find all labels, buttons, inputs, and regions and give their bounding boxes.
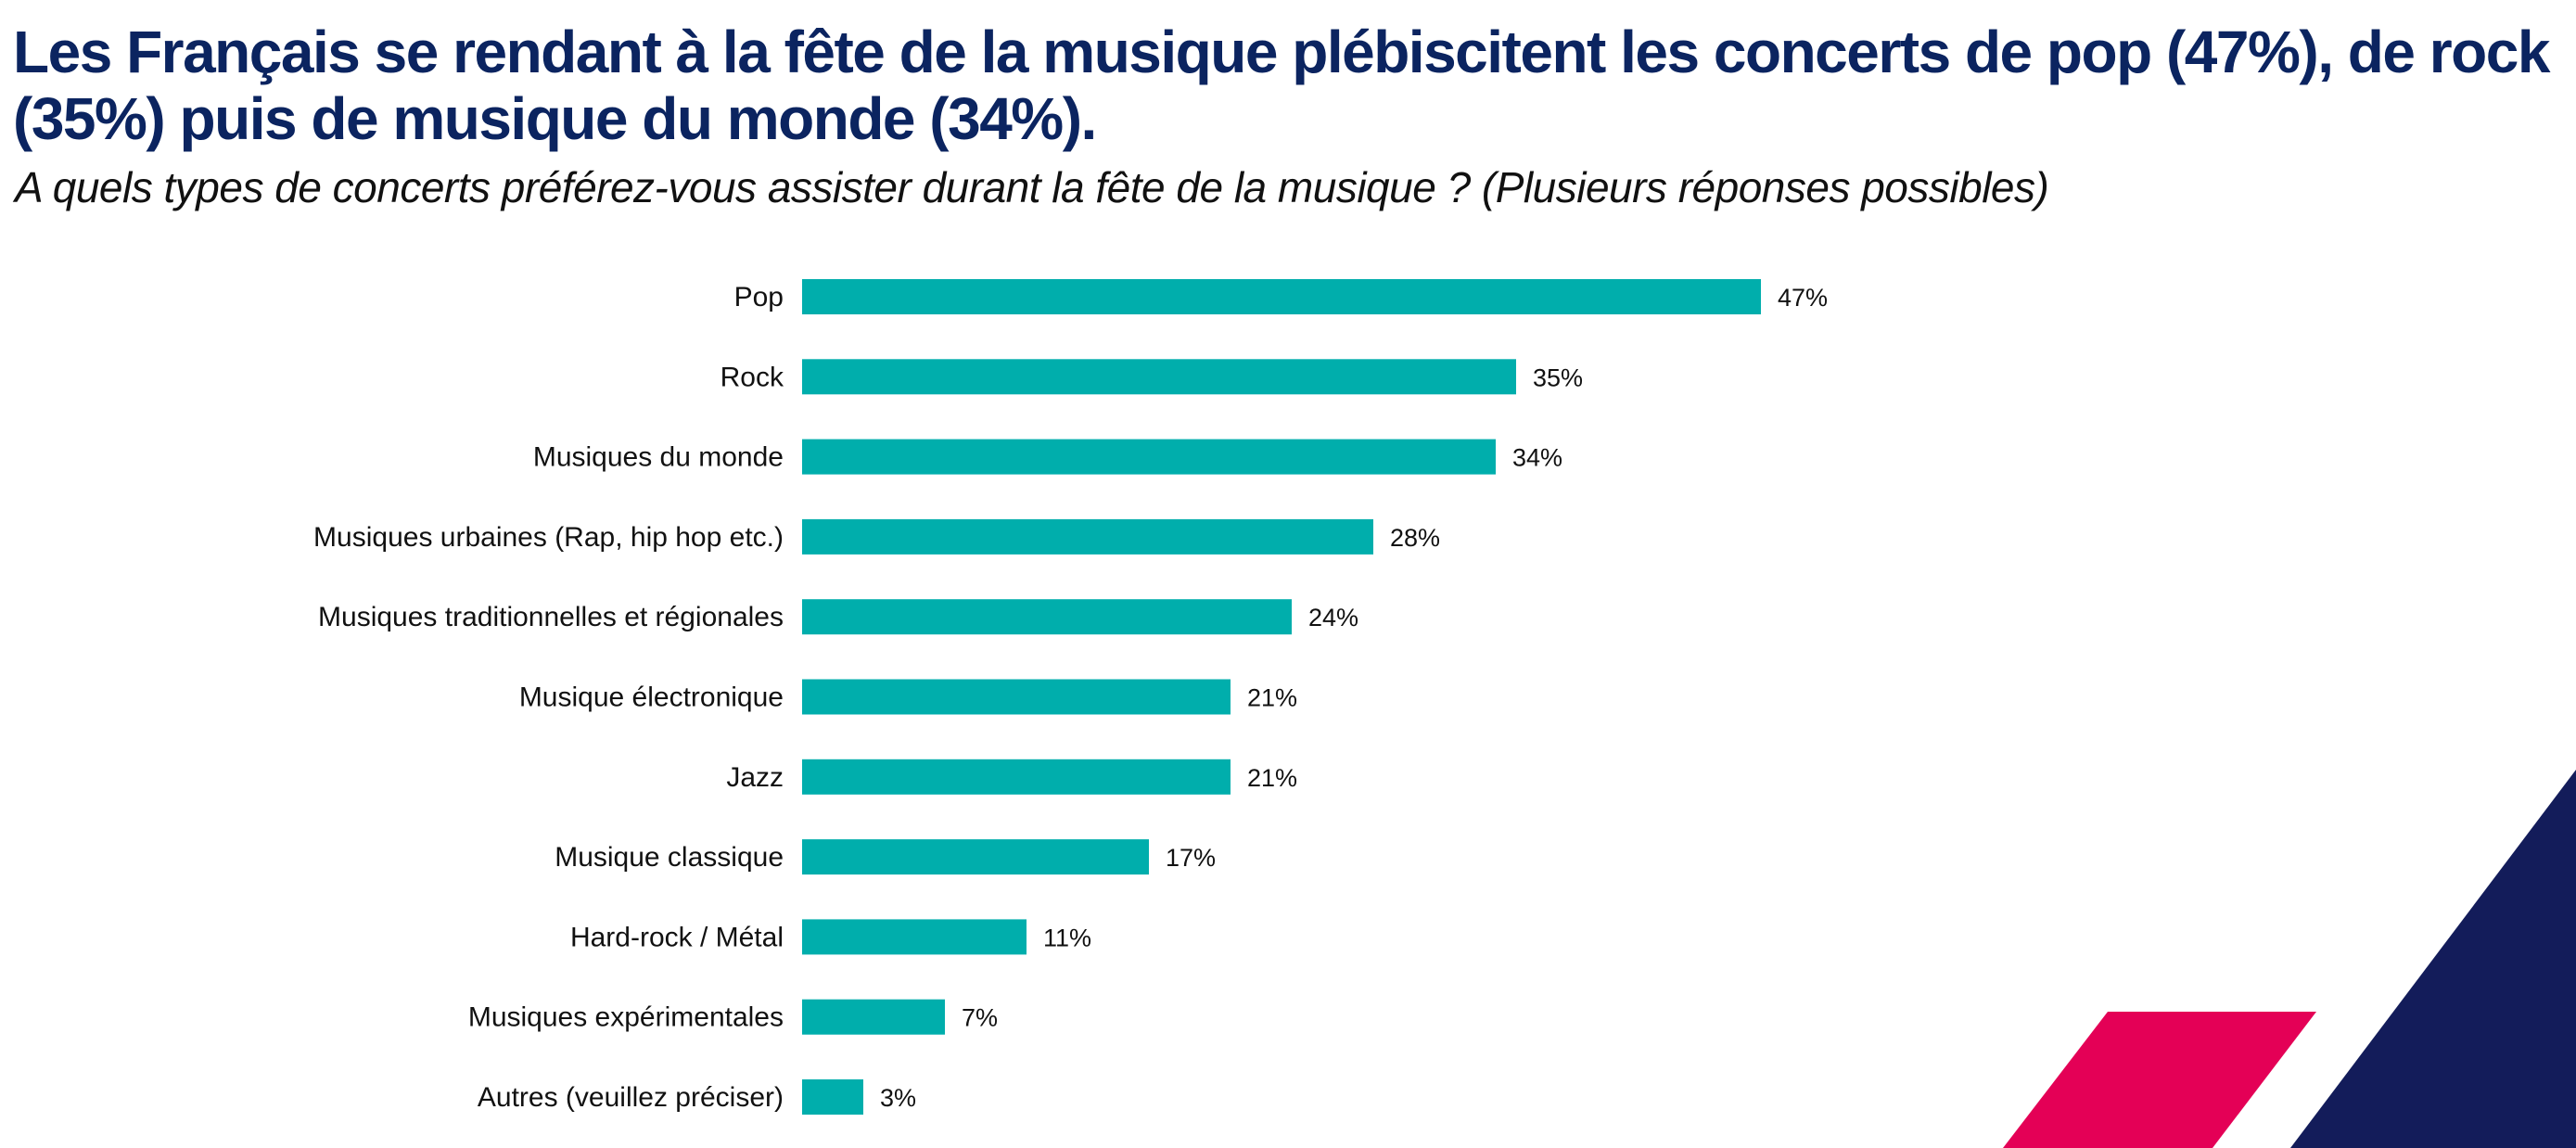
value-label: 47%: [1778, 284, 1828, 312]
bar: [802, 839, 1149, 875]
pink-parallelogram-decoration: [2003, 1012, 2316, 1148]
value-label: 34%: [1512, 444, 1562, 472]
bar: [802, 518, 1373, 555]
value-label: 21%: [1247, 684, 1297, 712]
category-label: Musiques expérimentales: [468, 1002, 784, 1033]
bar: [802, 759, 1231, 795]
bar: [802, 679, 1231, 715]
category-label: Musiques urbaines (Rap, hip hop etc.): [313, 522, 784, 553]
value-label: 11%: [1043, 924, 1091, 951]
value-label: 3%: [880, 1084, 916, 1112]
category-label: Pop: [734, 282, 784, 313]
bar: [802, 599, 1292, 635]
category-label: Rock: [721, 362, 784, 392]
value-label: 17%: [1166, 844, 1216, 872]
category-label: Autres (veuillez préciser): [478, 1082, 784, 1113]
value-label: 7%: [962, 1004, 998, 1032]
chart-title: Les Français se rendant à la fête de la …: [13, 19, 2550, 152]
bar: [802, 279, 1761, 314]
bar: [802, 359, 1516, 395]
chart-subtitle: A quels types de concerts préférez-vous …: [15, 163, 2049, 211]
value-label: 28%: [1390, 524, 1440, 552]
bar: [802, 999, 945, 1035]
category-label: Musique électronique: [519, 682, 784, 713]
bar: [802, 1079, 863, 1115]
navy-triangle-decoration: [2290, 770, 2576, 1148]
category-label: Musique classique: [555, 842, 784, 873]
category-label: Musiques du monde: [533, 442, 784, 473]
value-label: 35%: [1533, 364, 1583, 391]
category-label: Jazz: [726, 762, 784, 793]
bar: [802, 439, 1496, 475]
value-label: 24%: [1308, 604, 1358, 631]
bar: [802, 919, 1027, 955]
category-label: Hard-rock / Métal: [570, 922, 784, 952]
value-label: 21%: [1247, 764, 1297, 792]
category-label: Musiques traditionnelles et régionales: [318, 602, 784, 632]
